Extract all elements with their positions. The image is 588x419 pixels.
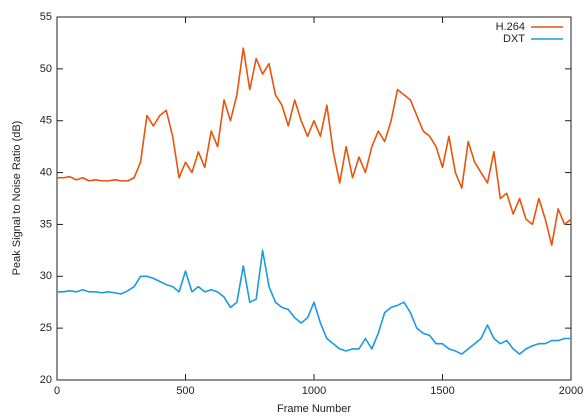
x-tick-label: 1500 xyxy=(430,385,454,397)
x-axis-label: Frame Number xyxy=(277,403,351,415)
x-tick-label: 1000 xyxy=(302,385,326,397)
chart: Frame Number Peak Signal to Noise Ratio … xyxy=(0,0,588,419)
legend-label: H.264 xyxy=(496,21,525,33)
series-line xyxy=(57,250,571,354)
x-tick-label: 500 xyxy=(176,385,194,397)
legend-label: DXT xyxy=(503,33,525,45)
y-tick-label: 25 xyxy=(40,322,52,334)
y-tick-label: 20 xyxy=(40,374,52,386)
x-tick-label: 2000 xyxy=(559,385,583,397)
series-line xyxy=(57,48,571,245)
y-tick-label: 45 xyxy=(40,115,52,127)
page: Frame Number Peak Signal to Noise Ratio … xyxy=(0,0,588,419)
x-tick-label: 0 xyxy=(54,385,60,397)
y-tick-label: 55 xyxy=(40,11,52,23)
y-tick-label: 35 xyxy=(40,218,52,230)
y-tick-label: 30 xyxy=(40,270,52,282)
plot-frame xyxy=(57,17,571,380)
y-tick-label: 50 xyxy=(40,63,52,75)
y-axis-label: Peak Signal to Noise Ratio (dB) xyxy=(11,121,23,276)
y-tick-label: 40 xyxy=(40,166,52,178)
